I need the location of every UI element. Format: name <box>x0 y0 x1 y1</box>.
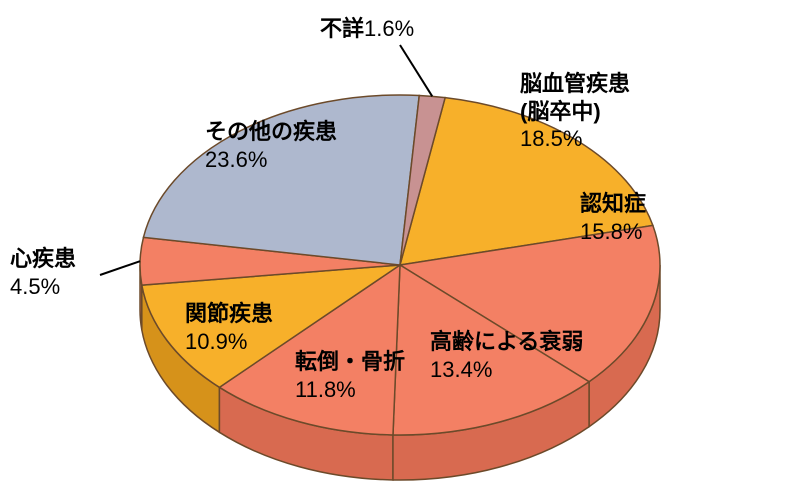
slice-label: 脳血管疾患(脳卒中)18.5% <box>520 70 630 153</box>
slice-label: その他の疾患23.6% <box>205 118 337 173</box>
slice-label: 高齢による衰弱13.4% <box>430 328 583 383</box>
slice-label: 不詳1.6% <box>320 15 414 43</box>
slice-label: 心疾患4.5% <box>10 245 76 300</box>
pie-chart: 脳血管疾患(脳卒中)18.5% 認知症15.8% 高齢による衰弱13.4% 転倒・骨折… <box>0 0 800 500</box>
pie-svg <box>0 0 800 500</box>
slice-label: 転倒・骨折11.8% <box>295 348 405 403</box>
slice-label: 認知症15.8% <box>580 190 646 245</box>
slice-label: 関節疾患10.9% <box>185 300 273 355</box>
